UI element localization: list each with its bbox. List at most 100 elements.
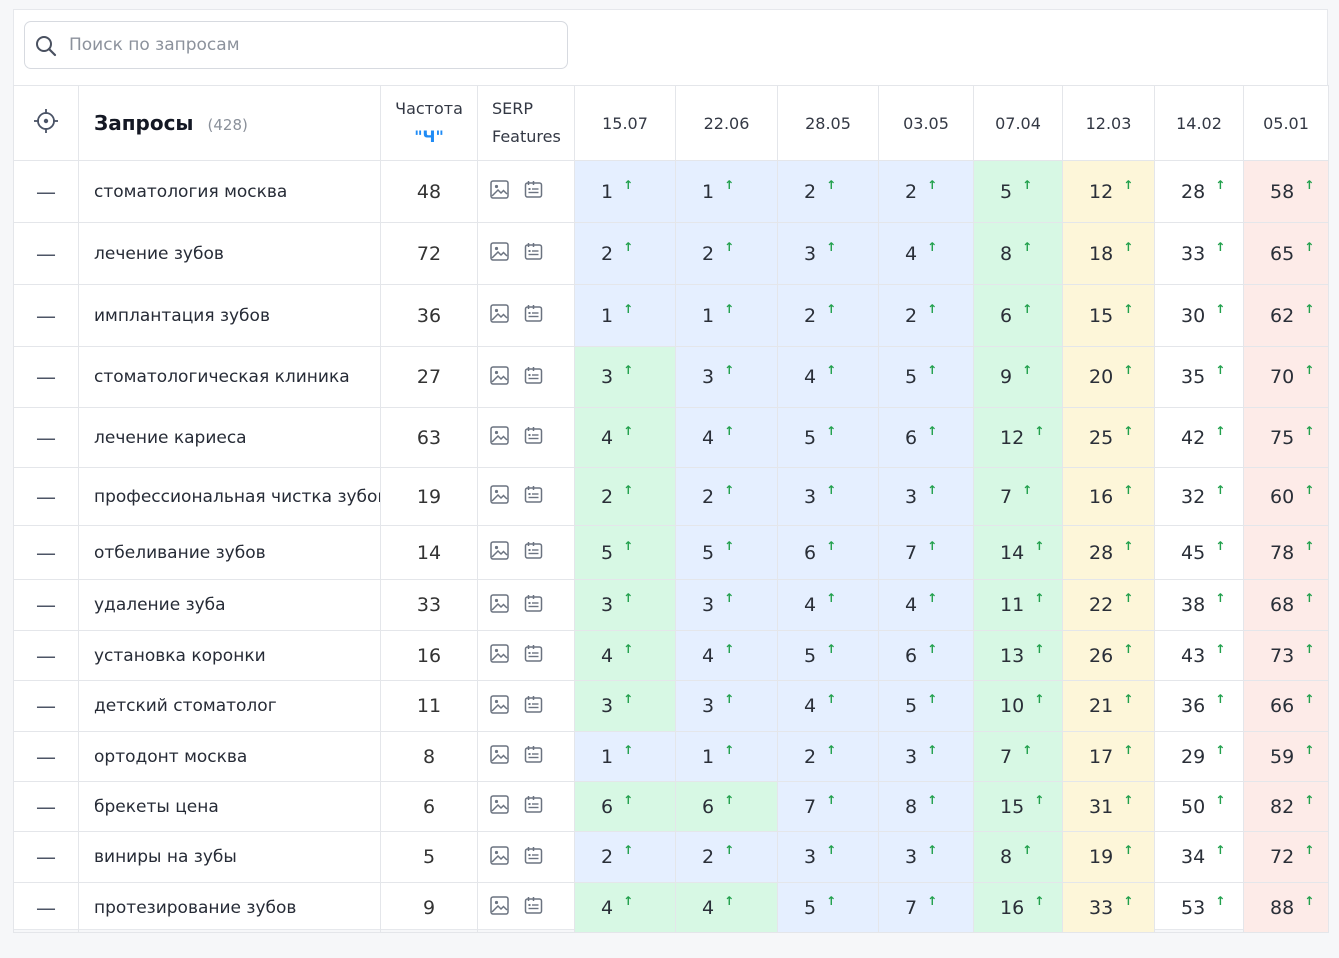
query-text[interactable]: профессиональная чистка зубов (78, 467, 381, 526)
position-cell[interactable]: 13 ↑ (973, 630, 1063, 681)
position-cell[interactable]: 1 ↑ (574, 731, 676, 782)
query-text[interactable]: лечение кариеса (78, 407, 381, 468)
position-cell[interactable]: 28 ↑ (1154, 160, 1244, 223)
position-cell[interactable]: 82 ↑ (1243, 781, 1329, 832)
position-cell[interactable]: 4 ↑ (878, 579, 974, 631)
position-cell[interactable]: 42 ↑ (1154, 407, 1244, 468)
position-cell[interactable]: 4 ↑ (574, 630, 676, 681)
position-cell[interactable]: 30 ↑ (1154, 284, 1244, 347)
position-cell[interactable]: 28 ↑ (1062, 525, 1155, 580)
row-toggle-button[interactable]: — (13, 346, 79, 408)
position-cell[interactable]: 12 ↑ (973, 407, 1063, 468)
query-text[interactable]: установка коронки (78, 630, 381, 681)
query-column-header[interactable]: Запросы (428) (78, 85, 381, 161)
position-cell[interactable]: 2 ↑ (675, 467, 778, 526)
position-cell[interactable]: 10 ↑ (973, 680, 1063, 732)
position-cell[interactable]: 2 ↑ (878, 160, 974, 223)
position-cell[interactable]: 4 ↑ (675, 882, 778, 933)
position-cell[interactable]: 4 ↑ (777, 680, 879, 732)
position-cell[interactable]: 4 ↑ (878, 222, 974, 285)
query-text[interactable]: лечение зубов (78, 222, 381, 285)
position-cell[interactable]: 2 ↑ (777, 284, 879, 347)
position-cell[interactable]: 3 ↑ (574, 680, 676, 732)
position-cell[interactable]: 14 ↑ (973, 525, 1063, 580)
search-box[interactable] (24, 21, 568, 69)
position-cell[interactable]: 31 ↑ (1062, 781, 1155, 832)
position-cell[interactable]: 5 ↑ (878, 680, 974, 732)
position-cell[interactable]: 68 ↑ (1243, 579, 1329, 631)
position-cell[interactable]: 21 ↑ (1062, 680, 1155, 732)
position-cell[interactable]: 16 ↑ (973, 882, 1063, 933)
position-cell[interactable]: 4 ↑ (574, 882, 676, 933)
position-cell[interactable]: 62 ↑ (1243, 284, 1329, 347)
position-cell[interactable]: 33 ↑ (1062, 882, 1155, 933)
position-cell[interactable]: 15 ↑ (973, 781, 1063, 832)
position-cell[interactable]: 2 ↑ (574, 222, 676, 285)
query-text[interactable]: удаление зуба (78, 579, 381, 631)
query-text[interactable]: виниры на зубы (78, 831, 381, 883)
position-cell[interactable]: 70 ↑ (1243, 346, 1329, 408)
position-cell[interactable]: 3 ↑ (777, 222, 879, 285)
position-cell[interactable]: 3 ↑ (675, 579, 778, 631)
row-toggle-button[interactable]: — (13, 831, 79, 883)
query-text[interactable]: детский стоматолог (78, 680, 381, 732)
position-cell[interactable]: 25 ↑ (1062, 407, 1155, 468)
search-input[interactable] (69, 22, 549, 68)
date-column-header[interactable]: 12.03 (1062, 85, 1155, 161)
position-cell[interactable]: 22 ↑ (1062, 579, 1155, 631)
position-cell[interactable]: 8 ↑ (973, 222, 1063, 285)
position-cell[interactable]: 50 ↑ (1154, 781, 1244, 832)
position-cell[interactable]: 8 ↑ (878, 781, 974, 832)
date-column-header[interactable]: 07.04 (973, 85, 1063, 161)
date-column-header[interactable]: 15.07 (574, 85, 676, 161)
position-cell[interactable]: 4 ↑ (574, 407, 676, 468)
position-cell[interactable]: 5 ↑ (777, 407, 879, 468)
target-column-header[interactable] (13, 85, 79, 161)
position-cell[interactable]: 6 ↑ (878, 630, 974, 681)
position-cell[interactable]: 6 ↑ (675, 781, 778, 832)
position-cell[interactable]: 18 ↑ (1062, 222, 1155, 285)
row-toggle-button[interactable]: — (13, 160, 79, 223)
position-cell[interactable]: 4 ↑ (777, 579, 879, 631)
position-cell[interactable]: 3 ↑ (777, 831, 879, 883)
row-toggle-button[interactable]: — (13, 731, 79, 782)
frequency-column-header[interactable]: Частота "Ч" (380, 85, 478, 161)
row-toggle-button[interactable]: — (13, 882, 79, 933)
position-cell[interactable]: 7 ↑ (973, 467, 1063, 526)
position-cell[interactable]: 17 ↑ (1062, 731, 1155, 782)
position-cell[interactable]: 5 ↑ (574, 525, 676, 580)
date-column-header[interactable]: 03.05 (878, 85, 974, 161)
position-cell[interactable]: 65 ↑ (1243, 222, 1329, 285)
position-cell[interactable]: 26 ↑ (1062, 630, 1155, 681)
position-cell[interactable]: 4 ↑ (675, 407, 778, 468)
position-cell[interactable]: 6 ↑ (973, 284, 1063, 347)
query-text[interactable]: ортодонт москва (78, 731, 381, 782)
position-cell[interactable]: 3 ↑ (878, 831, 974, 883)
date-column-header[interactable]: 22.06 (675, 85, 778, 161)
position-cell[interactable]: 2 ↑ (574, 831, 676, 883)
position-cell[interactable]: 1 ↑ (675, 284, 778, 347)
position-cell[interactable]: 3 ↑ (675, 680, 778, 732)
position-cell[interactable]: 5 ↑ (777, 630, 879, 681)
position-cell[interactable]: 16 ↑ (1062, 467, 1155, 526)
position-cell[interactable]: 5 ↑ (777, 882, 879, 933)
query-text[interactable]: отбеливание зубов (78, 525, 381, 580)
position-cell[interactable]: 15 ↑ (1062, 284, 1155, 347)
position-cell[interactable]: 5 ↑ (675, 525, 778, 580)
row-toggle-button[interactable]: — (13, 407, 79, 468)
position-cell[interactable]: 38 ↑ (1154, 579, 1244, 631)
position-cell[interactable]: 19 ↑ (1062, 831, 1155, 883)
date-column-header[interactable]: 28.05 (777, 85, 879, 161)
position-cell[interactable]: 66 ↑ (1243, 680, 1329, 732)
position-cell[interactable]: 53 ↑ (1154, 882, 1244, 933)
position-cell[interactable]: 3 ↑ (574, 346, 676, 408)
row-toggle-button[interactable]: — (13, 630, 79, 681)
position-cell[interactable]: 3 ↑ (878, 467, 974, 526)
date-column-header[interactable]: 14.02 (1154, 85, 1244, 161)
position-cell[interactable]: 7 ↑ (973, 731, 1063, 782)
position-cell[interactable]: 5 ↑ (973, 160, 1063, 223)
position-cell[interactable]: 72 ↑ (1243, 831, 1329, 883)
position-cell[interactable]: 6 ↑ (878, 407, 974, 468)
position-cell[interactable]: 7 ↑ (777, 781, 879, 832)
position-cell[interactable]: 43 ↑ (1154, 630, 1244, 681)
